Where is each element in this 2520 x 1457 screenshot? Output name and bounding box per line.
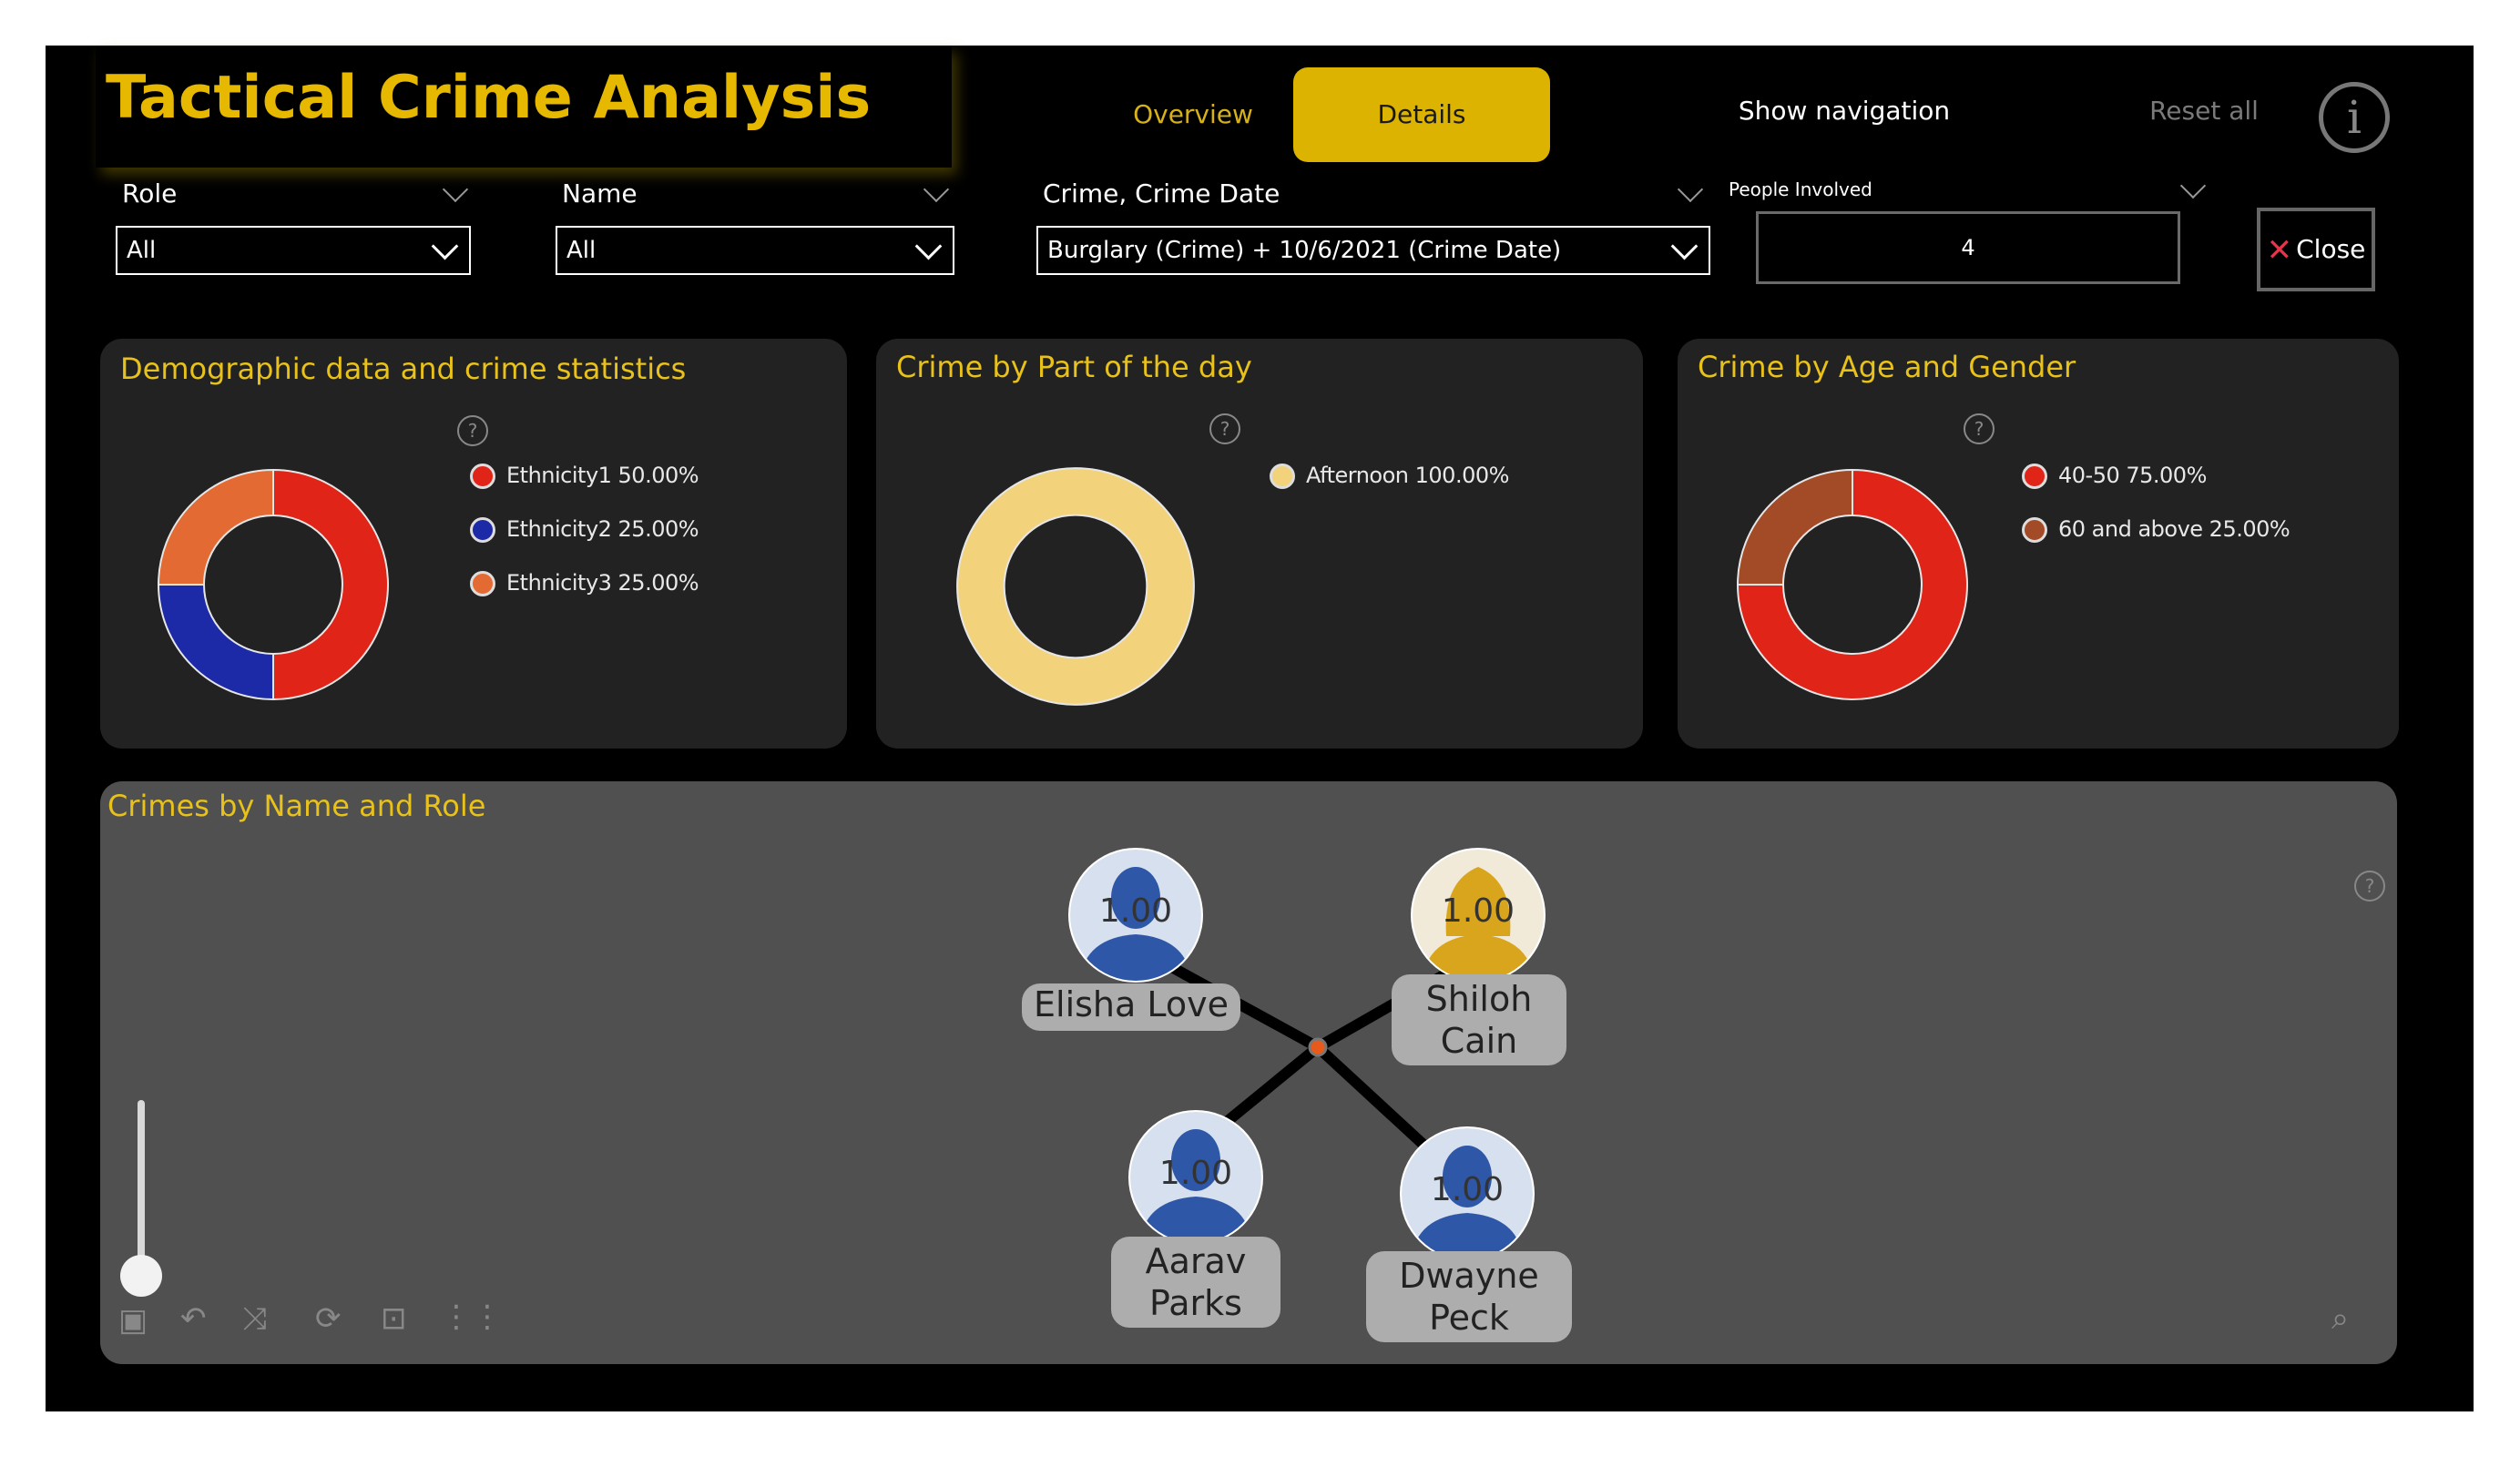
donut-slice-ethnicity1[interactable]	[272, 468, 389, 701]
search-icon[interactable]: ⌕	[2331, 1300, 2350, 1337]
legend-item[interactable]: 40-50 75.00%	[2022, 461, 2207, 490]
chart-title: Crime by Part of the day	[896, 350, 1252, 384]
person-avatar-icon	[1400, 1126, 1535, 1261]
person-node[interactable]: 1.00	[1066, 845, 1206, 985]
legend-item[interactable]: Ethnicity1 50.00%	[470, 461, 699, 490]
node-value: 1.00	[1158, 1155, 1233, 1192]
overview-button[interactable]: Overview	[1133, 99, 1253, 129]
chevron-down-icon	[914, 232, 943, 260]
donut-slice-60-and-above[interactable]	[1736, 468, 1853, 586]
name-slicer-label: Name	[562, 178, 638, 209]
node-value: 1.00	[1098, 892, 1173, 930]
chevron-down-icon[interactable]	[1677, 176, 1704, 203]
legend-label: Afternoon 100.00%	[1306, 463, 1509, 488]
legend-item[interactable]: 60 and above 25.00%	[2022, 515, 2290, 544]
chevron-down-icon[interactable]	[923, 176, 950, 203]
person-avatar-icon	[1128, 1110, 1263, 1245]
person-node-label: Elisha Love	[1022, 983, 1240, 1031]
legend-label: 40-50 75.00%	[2058, 463, 2207, 488]
age-gender-chart-panel: Crime by Age and Gender ? 40-50 75.00% 60…	[1678, 339, 2399, 749]
legend-swatch	[1270, 464, 1295, 489]
help-icon[interactable]: ?	[1209, 413, 1240, 444]
legend-swatch	[2022, 517, 2047, 543]
legend-item[interactable]: Ethnicity2 25.00%	[470, 515, 699, 544]
details-button[interactable]: Details	[1293, 67, 1550, 162]
person-node-label: Dwayne Peck	[1366, 1251, 1572, 1342]
show-navigation-button[interactable]: Show navigation	[1738, 96, 1951, 126]
close-button[interactable]: ✕ Close	[2257, 208, 2375, 291]
edge	[1313, 1043, 1439, 1159]
role-slicer-label: Role	[122, 178, 178, 209]
info-icon[interactable]: i	[2319, 82, 2390, 153]
close-button-label: Close	[2296, 234, 2366, 264]
legend-label: Ethnicity2 25.00%	[506, 516, 699, 542]
close-icon: ✕	[2266, 232, 2293, 269]
crime-node[interactable]	[1308, 1037, 1328, 1057]
people-involved-value: 4	[1756, 211, 2180, 284]
demographic-donut	[157, 468, 389, 701]
refresh-icon[interactable]: ⟳	[315, 1300, 342, 1337]
person-node-label: Shiloh Cain	[1392, 974, 1566, 1065]
node-value: 1.00	[1430, 1171, 1505, 1208]
legend-item[interactable]: Afternoon 100.00%	[1270, 461, 1509, 490]
page-title: Tactical Crime Analysis	[106, 64, 872, 132]
chevron-down-icon[interactable]	[2179, 172, 2207, 199]
crime-slicer-label: Crime, Crime Date	[1043, 178, 1280, 209]
zoom-slider-track[interactable]	[138, 1100, 145, 1273]
node-value: 1.00	[1441, 892, 1515, 930]
person-avatar-icon	[1411, 848, 1546, 983]
title-banner	[96, 46, 952, 168]
person-node[interactable]: 1.00	[1397, 1124, 1537, 1264]
network-graph-panel: Crimes by Name and Role ? 1.00 Elisha Lo…	[100, 781, 2397, 1364]
legend-swatch	[470, 517, 495, 543]
crime-dropdown[interactable]: Burglary (Crime) + 10/6/2021 (Crime Date…	[1036, 226, 1710, 275]
chart-title: Crimes by Name and Role	[107, 789, 486, 823]
role-dropdown[interactable]: All	[116, 226, 471, 275]
chevron-down-icon	[1670, 232, 1699, 260]
donut-slice-afternoon[interactable]	[956, 467, 1195, 706]
screenshot-icon[interactable]: ▣	[118, 1302, 148, 1339]
chart-title: Crime by Age and Gender	[1698, 350, 2076, 384]
legend-label: Ethnicity1 50.00%	[506, 463, 699, 488]
person-node[interactable]: 1.00	[1126, 1107, 1266, 1248]
person-avatar-icon	[1068, 848, 1203, 983]
legend-label: 60 and above 25.00%	[2058, 516, 2290, 542]
crime-dropdown-value: Burglary (Crime) + 10/6/2021 (Crime Date…	[1047, 237, 1562, 264]
part-of-day-donut	[956, 467, 1195, 706]
legend-item[interactable]: Ethnicity3 25.00%	[470, 568, 699, 597]
report-canvas: Tactical Crime Analysis Overview Details…	[46, 46, 2474, 1411]
chevron-down-icon[interactable]	[442, 176, 469, 203]
age-gender-donut	[1736, 468, 1968, 700]
grid-icon[interactable]: ⋮⋮	[441, 1299, 503, 1335]
donut-slice-ethnicity3[interactable]	[157, 468, 274, 586]
undo-icon[interactable]: ↶	[180, 1300, 207, 1337]
help-icon[interactable]: ?	[2354, 871, 2385, 902]
donut-slice-40-50[interactable]	[1736, 468, 1968, 700]
help-icon[interactable]: ?	[1964, 413, 1995, 444]
name-dropdown[interactable]: All	[556, 226, 954, 275]
people-involved-label: People Involved	[1729, 178, 1872, 200]
person-node-label: Aarav Parks	[1111, 1237, 1280, 1328]
name-dropdown-value: All	[566, 237, 597, 264]
role-dropdown-value: All	[127, 237, 157, 264]
person-node[interactable]: 1.00	[1408, 845, 1548, 985]
legend-swatch	[470, 571, 495, 596]
shuffle-icon[interactable]: ⤨	[242, 1300, 268, 1337]
legend-swatch	[2022, 464, 2047, 489]
unlock-icon[interactable]: ⊡	[381, 1300, 407, 1337]
demographic-chart-panel: Demographic data and crime statistics ? …	[100, 339, 847, 749]
chart-title: Demographic data and crime statistics	[120, 352, 687, 386]
help-icon[interactable]: ?	[457, 415, 488, 446]
legend-swatch	[470, 464, 495, 489]
chevron-down-icon	[431, 232, 459, 260]
zoom-slider-handle[interactable]	[120, 1255, 162, 1297]
reset-all-button[interactable]: Reset all	[2149, 96, 2259, 126]
legend-label: Ethnicity3 25.00%	[506, 570, 699, 596]
donut-slice-ethnicity2[interactable]	[157, 584, 274, 701]
part-of-day-chart-panel: Crime by Part of the day ? Afternoon 100…	[876, 339, 1643, 749]
